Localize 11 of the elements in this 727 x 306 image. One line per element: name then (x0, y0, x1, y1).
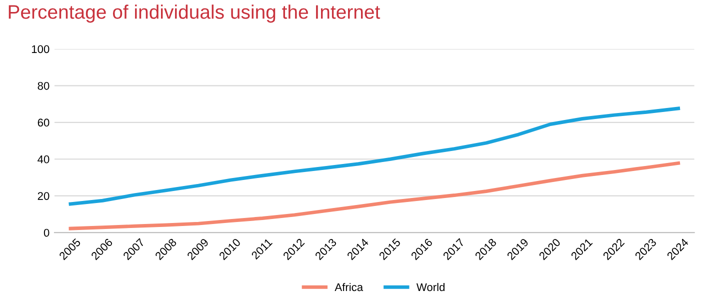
y-tick-label: 20 (38, 192, 50, 200)
y-tick-label: 0 (44, 228, 50, 237)
y-tick-label: 100 (32, 45, 50, 54)
y-tick-label: 80 (38, 82, 50, 90)
line-series (68, 106, 680, 206)
chart-title: Percentage of individuals using the Internet (8, 4, 380, 23)
y-tick-label: 60 (38, 118, 50, 127)
legend-label: World (416, 282, 445, 292)
y-tick-label: 40 (38, 155, 50, 164)
legend-label: Africa (334, 282, 364, 292)
line-series (68, 161, 680, 230)
